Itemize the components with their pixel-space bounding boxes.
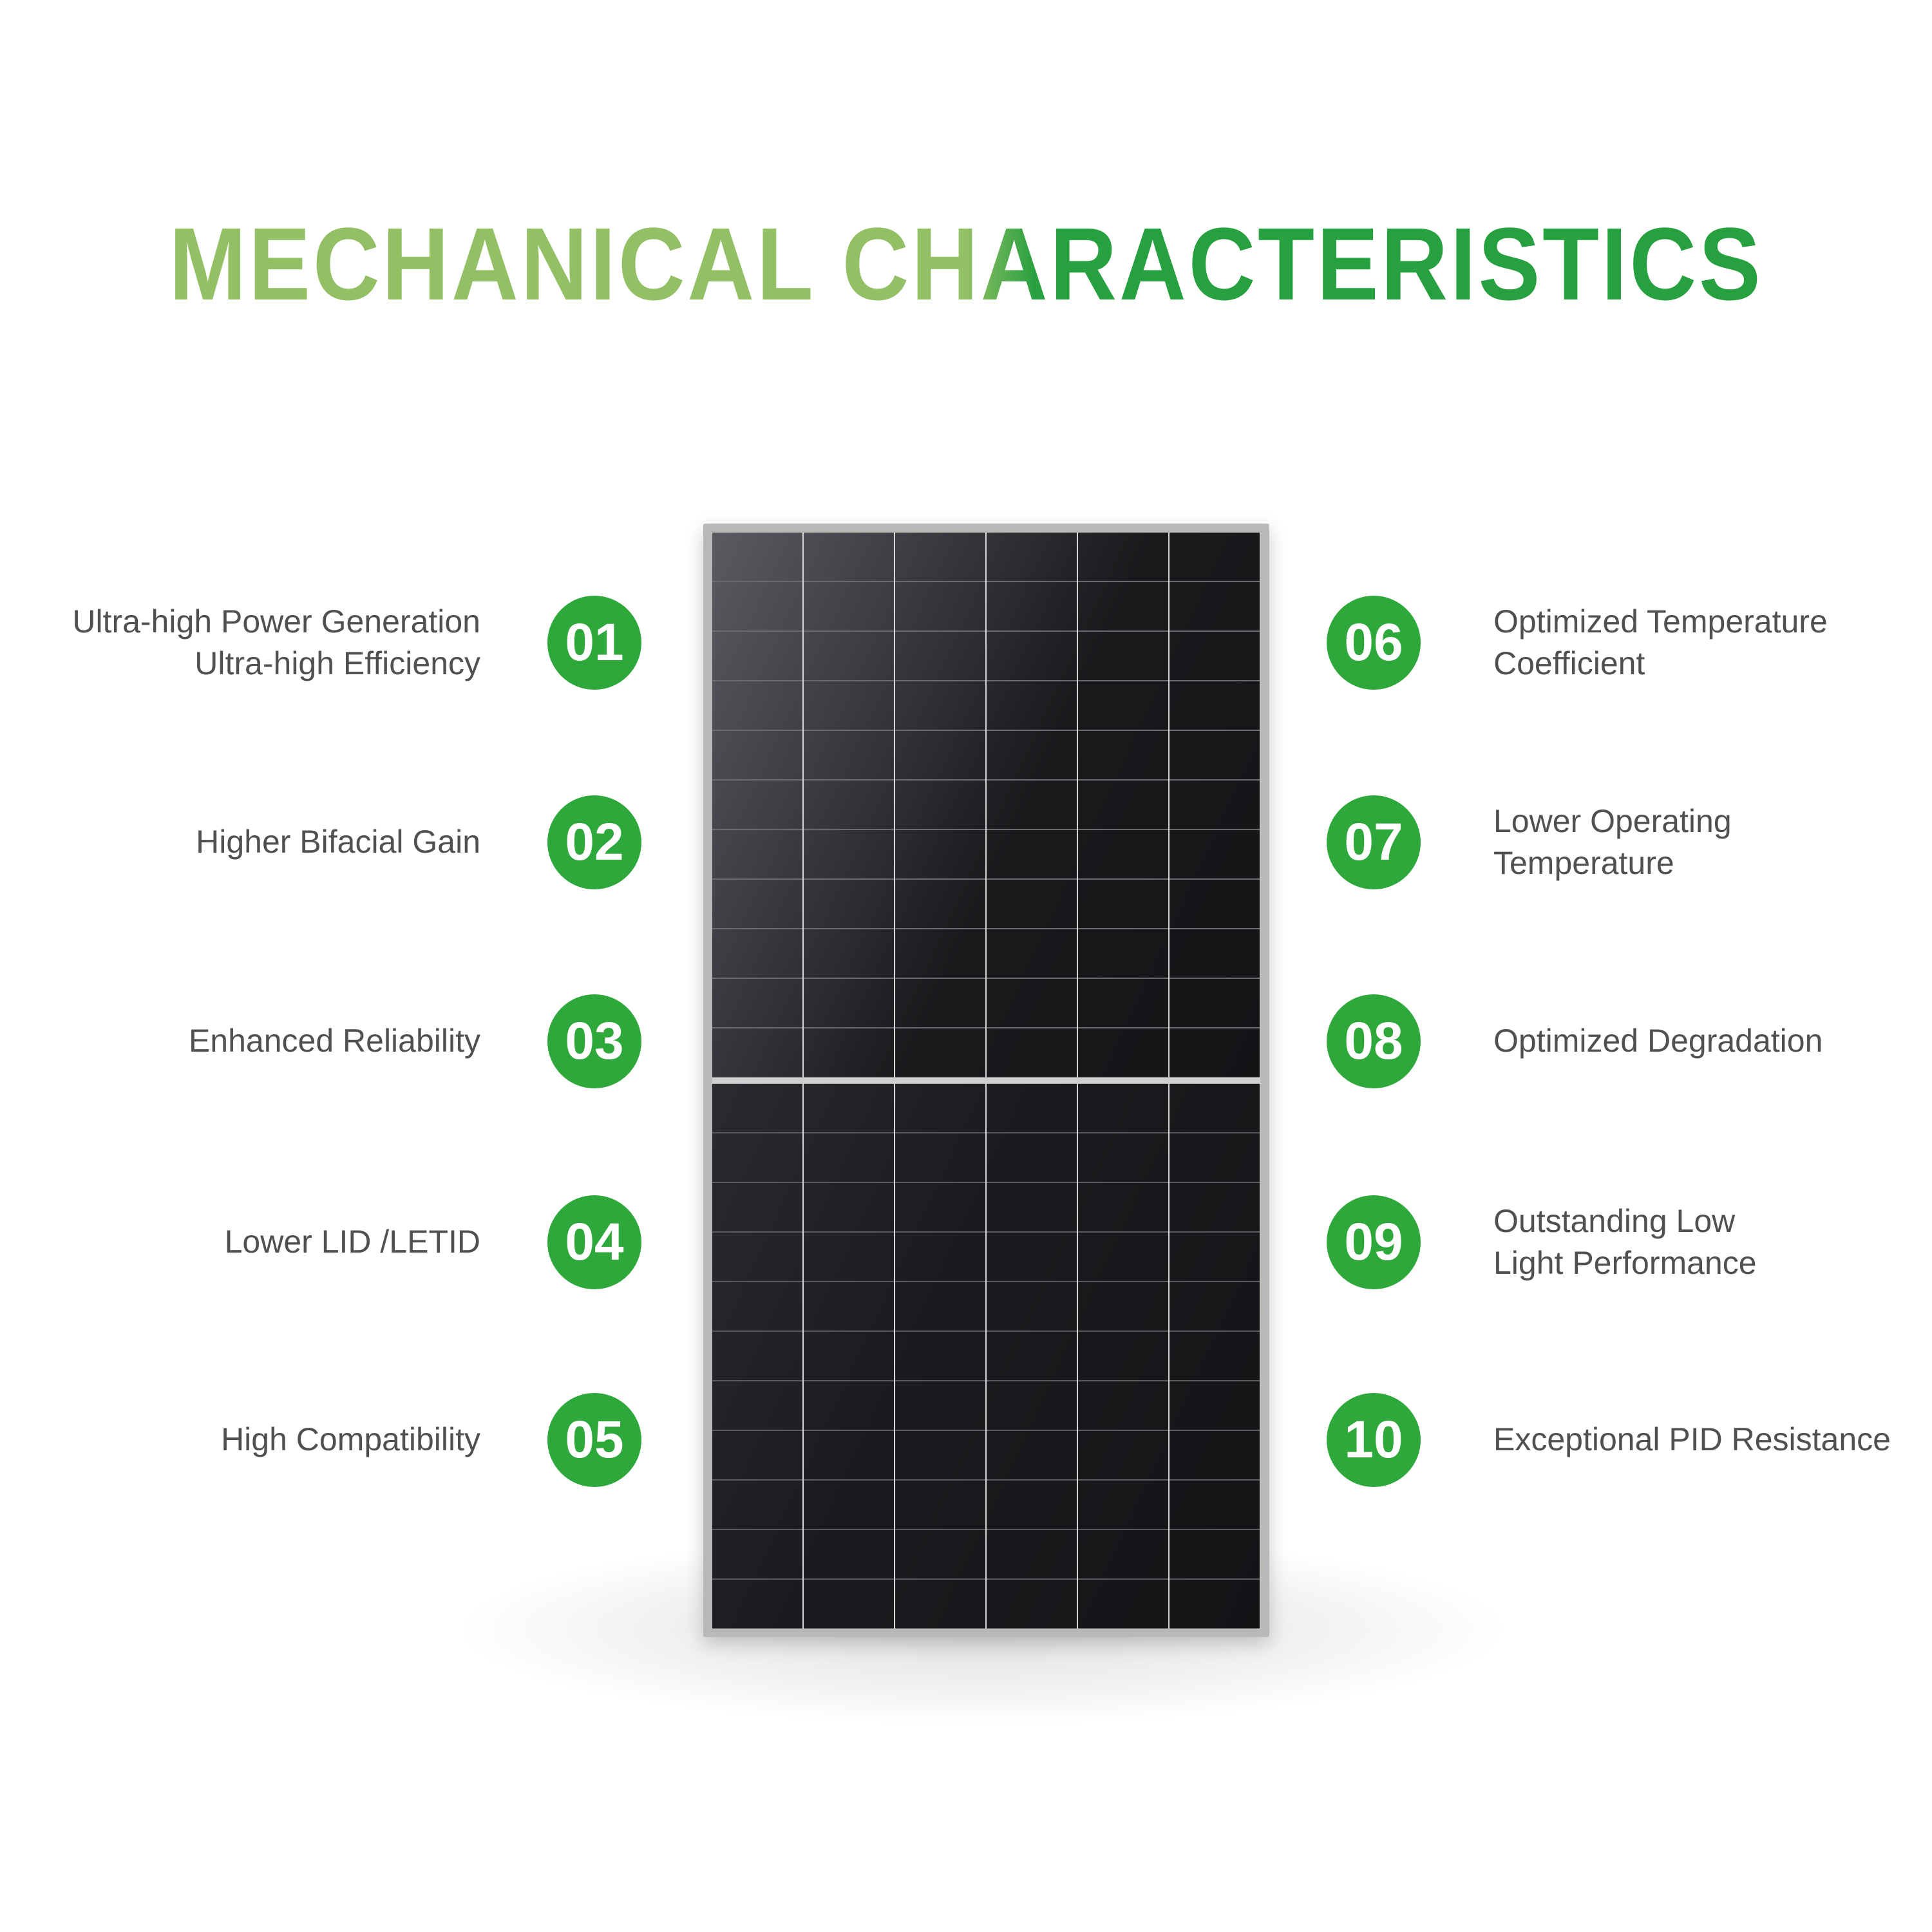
feature-label-line: Higher Bifacial Gain [196,824,480,860]
panel-upper-cells [712,533,1260,1077]
feature-label-line: Exceptional PID Resistance [1493,1421,1891,1457]
number-badge: 08 [1327,994,1421,1088]
number-badge: 01 [547,596,641,690]
feature-label-line: Outstanding Low [1493,1203,1736,1239]
feature-label-line: Enhanced Reliability [188,1023,480,1059]
feature-label-line: Coefficient [1493,645,1645,681]
panel-lower-cells [712,1084,1260,1629]
number-badge: 02 [547,795,641,889]
feature-label-line: Temperature [1493,845,1674,881]
number-badge: 06 [1327,596,1421,690]
feature-label-line: Ultra-high Efficiency [194,645,480,681]
feature-label: Higher Bifacial Gain [196,821,480,863]
feature-label-line: Lower LID /LETID [224,1224,480,1260]
panel-center-busbar [712,1078,1260,1083]
feature-label: Exceptional PID Resistance [1493,1419,1891,1461]
number-badge: 09 [1327,1195,1421,1289]
feature-label: Ultra-high Power Generation Ultra-high Ef… [72,601,480,685]
solar-panel-image [703,524,1269,1637]
feature-label: Optimized Degradation [1493,1020,1823,1062]
feature-label: High Compatibility [221,1419,480,1461]
number-badge: 05 [547,1393,641,1487]
feature-label: Outstanding Low Light Performance [1493,1200,1757,1284]
number-badge: 10 [1327,1393,1421,1487]
feature-label: Optimized Temperature Coefficient [1493,601,1828,685]
feature-label-line: Ultra-high Power Generation [72,603,480,639]
number-badge: 04 [547,1195,641,1289]
number-badge: 07 [1327,795,1421,889]
feature-label-line: High Compatibility [221,1421,480,1457]
feature-label: Enhanced Reliability [189,1020,480,1062]
feature-label-line: Optimized Temperature [1493,603,1828,639]
number-badge: 03 [547,994,641,1088]
feature-label-line: Light Performance [1493,1245,1757,1281]
feature-label-line: Optimized Degradation [1493,1023,1823,1059]
feature-label: Lower Operating Temperature [1493,800,1732,884]
page-title: MECHANICAL CHARACTERISTICS [97,205,1835,323]
feature-label-line: Lower Operating [1493,803,1732,839]
feature-label: Lower LID /LETID [225,1221,480,1263]
